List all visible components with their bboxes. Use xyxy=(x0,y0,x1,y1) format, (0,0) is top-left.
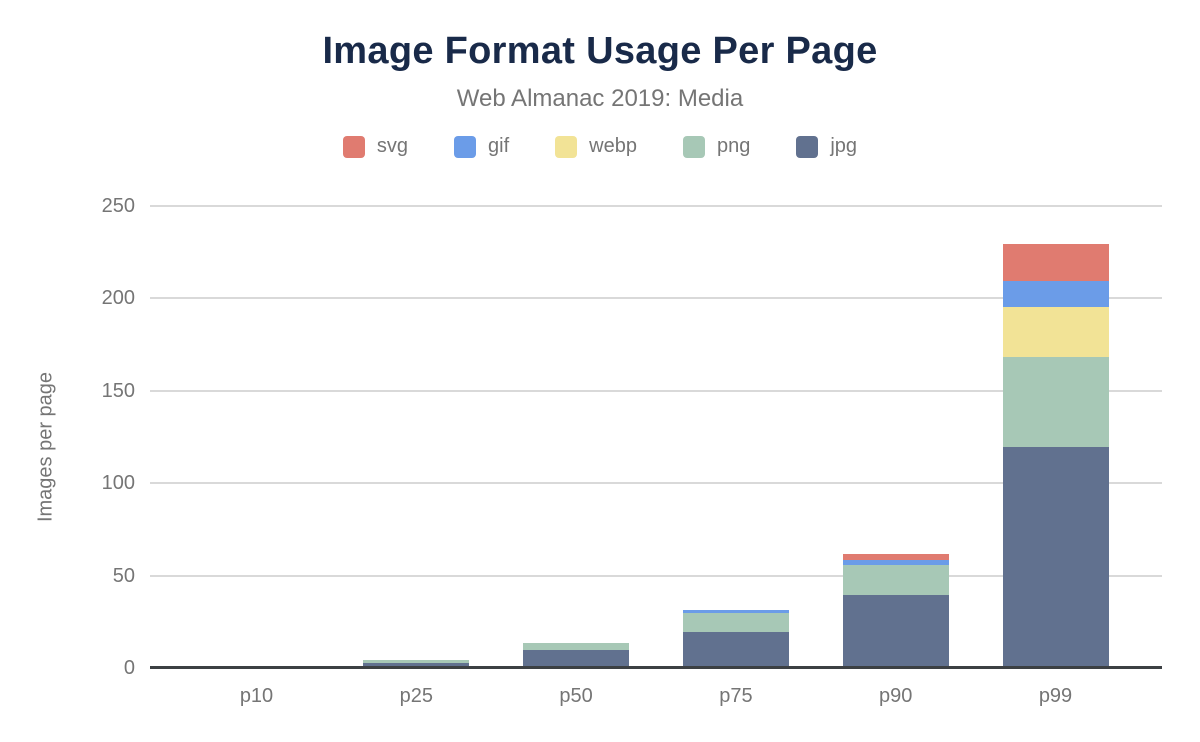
x-tick-label-p99: p99 xyxy=(1038,685,1073,707)
legend-item-gif: gif xyxy=(454,135,509,158)
legend-swatch-gif xyxy=(454,135,477,158)
gridline-200 xyxy=(150,297,1162,300)
bar-segment-p25-jpg xyxy=(363,663,470,667)
y-tick-label-0: 0 xyxy=(123,657,135,679)
bar-segment-p75-png xyxy=(682,613,789,632)
x-axis-line xyxy=(150,666,1162,669)
legend-label-jpg: jpg xyxy=(830,135,858,157)
bar-segment-p99-webp xyxy=(1002,306,1109,357)
legend-item-svg: svg xyxy=(342,135,409,158)
bar-segment-p50-jpg xyxy=(523,650,630,667)
bar-segment-p75-jpg xyxy=(682,631,789,667)
x-tick-label-p75: p75 xyxy=(719,685,753,707)
bar-segment-p99-jpg xyxy=(1002,447,1109,667)
chart-subtitle: Web Almanac 2019: Media xyxy=(456,85,744,112)
bar-segment-p99-svg xyxy=(1002,243,1109,281)
gridline-50 xyxy=(150,574,1162,577)
bar-p90 xyxy=(842,554,949,667)
bar-segment-p99-gif xyxy=(1002,280,1109,307)
x-tick-label-p90: p90 xyxy=(879,685,913,707)
y-tick-label-150: 150 xyxy=(101,379,135,402)
legend-item-png: png xyxy=(682,135,751,158)
x-tick-label-p50: p50 xyxy=(559,685,593,707)
bar-segment-p90-png xyxy=(842,565,949,595)
legend-swatch-jpg xyxy=(796,135,819,158)
y-tick-label-100: 100 xyxy=(101,472,135,495)
x-tick-label-p10: p10 xyxy=(239,685,274,707)
bar-p99 xyxy=(1002,243,1109,667)
y-tick-label-50: 50 xyxy=(112,564,135,587)
bar-segment-p75-gif xyxy=(682,609,789,614)
bar-p75 xyxy=(682,609,789,667)
plot-area xyxy=(150,205,1162,669)
bar-segment-p25-png xyxy=(363,659,470,664)
legend-swatch-webp xyxy=(555,135,578,158)
bar-segment-p99-png xyxy=(1002,356,1109,448)
chart-title: Image Format Usage Per Page xyxy=(322,30,878,72)
bar-segment-p90-svg xyxy=(842,554,949,560)
x-tick-label-p25: p25 xyxy=(399,685,433,707)
gridline-250 xyxy=(150,205,1162,207)
gridline-100 xyxy=(150,482,1162,485)
legend-label-svg: svg xyxy=(376,135,409,157)
legend-item-jpg: jpg xyxy=(796,135,857,158)
legend-swatch-png xyxy=(682,135,705,158)
gridline-150 xyxy=(150,389,1162,392)
y-tick-label-200: 200 xyxy=(101,287,135,310)
bar-p50 xyxy=(523,642,630,667)
legend-label-webp: webp xyxy=(589,135,637,157)
y-tick-label-250: 250 xyxy=(101,195,135,217)
legend-label-png: png xyxy=(716,135,751,157)
legend: svg gif webp png jpg xyxy=(0,135,1200,158)
legend-label-gif: gif xyxy=(488,135,510,157)
bar-p25 xyxy=(363,659,470,667)
legend-item-webp: webp xyxy=(555,135,637,158)
bar-segment-p90-gif xyxy=(842,559,949,566)
bar-segment-p90-jpg xyxy=(842,594,949,667)
legend-swatch-svg xyxy=(342,135,365,158)
bar-segment-p50-png xyxy=(523,642,630,651)
